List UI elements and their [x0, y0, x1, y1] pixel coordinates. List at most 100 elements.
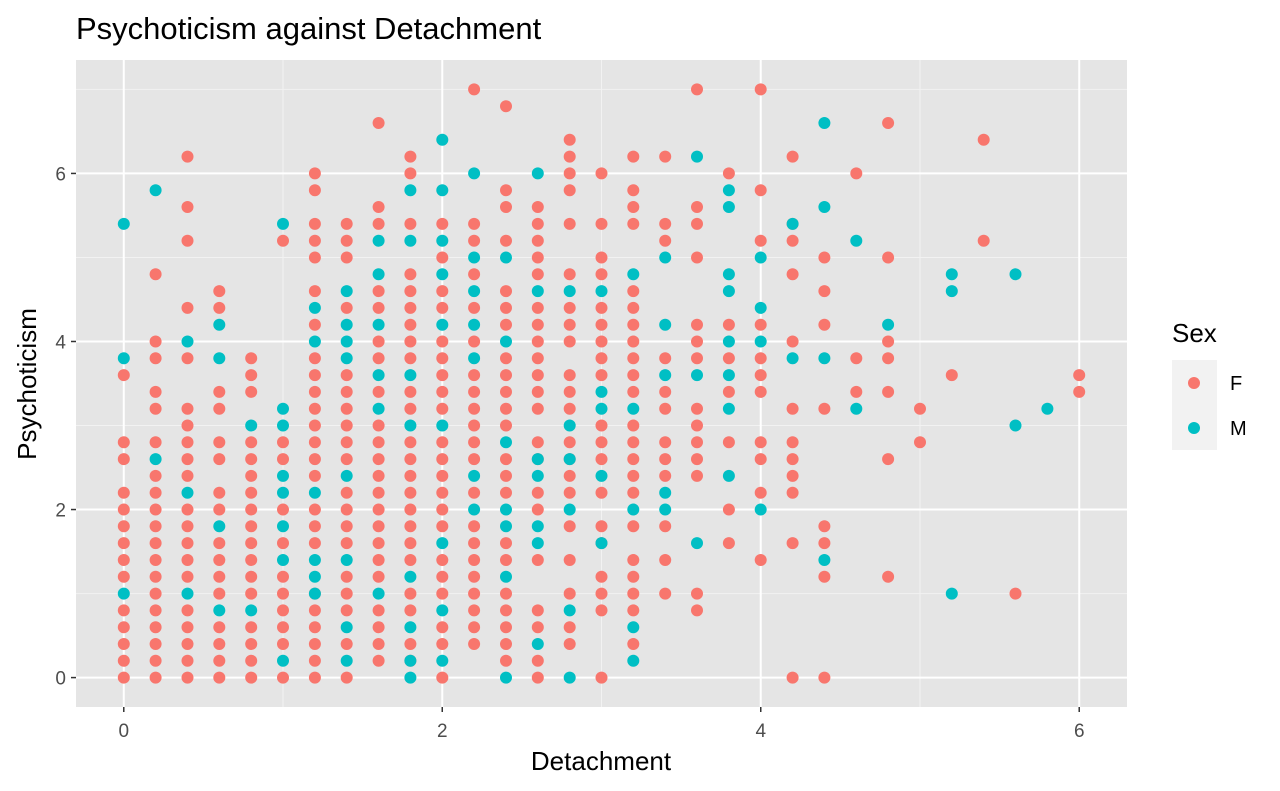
- data-point-f: [627, 285, 640, 298]
- data-point-m: [372, 318, 385, 331]
- data-point-m: [117, 352, 130, 365]
- data-point-f: [340, 520, 353, 533]
- data-point-f: [722, 352, 735, 365]
- data-point-f: [277, 436, 289, 449]
- data-point-f: [117, 570, 130, 583]
- data-point-f: [468, 369, 481, 382]
- data-point-f: [595, 167, 608, 180]
- data-point-f: [149, 503, 162, 516]
- data-point-f: [468, 268, 481, 281]
- data-point-f: [436, 301, 449, 314]
- data-point-m: [436, 419, 449, 432]
- data-point-f: [531, 234, 544, 247]
- data-point-f: [691, 402, 703, 415]
- data-point-f: [308, 251, 321, 264]
- data-point-m: [308, 335, 321, 348]
- data-point-f: [404, 268, 417, 281]
- data-point-f: [404, 150, 417, 163]
- data-point-m: [500, 335, 512, 348]
- data-point-m: [277, 654, 289, 667]
- data-point-f: [468, 234, 481, 247]
- data-point-f: [372, 554, 385, 566]
- data-point-f: [308, 369, 321, 382]
- data-point-f: [786, 268, 799, 281]
- data-point-f: [659, 469, 672, 482]
- data-point-f: [722, 503, 735, 516]
- data-point-f: [404, 335, 417, 348]
- data-point-f: [850, 385, 863, 398]
- data-point-f: [563, 184, 576, 197]
- data-point-f: [213, 436, 226, 449]
- data-point-f: [117, 436, 130, 449]
- data-point-f: [277, 570, 289, 583]
- data-point-f: [340, 486, 353, 499]
- data-point-f: [659, 385, 672, 398]
- data-point-m: [1009, 419, 1022, 432]
- data-point-m: [436, 318, 449, 331]
- data-point-m: [722, 402, 735, 415]
- data-point-m: [563, 419, 576, 432]
- data-point-f: [754, 318, 767, 331]
- data-point-m: [277, 520, 289, 533]
- data-point-f: [627, 335, 640, 348]
- data-point-f: [627, 318, 640, 331]
- data-point-f: [563, 436, 576, 449]
- data-point-f: [245, 537, 258, 550]
- data-point-f: [627, 436, 640, 449]
- data-point-m: [372, 268, 385, 281]
- data-point-f: [436, 251, 449, 264]
- data-point-m: [436, 234, 449, 247]
- data-point-m: [277, 402, 289, 415]
- data-point-m: [500, 520, 512, 533]
- data-point-f: [754, 486, 767, 499]
- data-point-f: [691, 453, 703, 466]
- data-point-m: [404, 621, 417, 634]
- data-point-f: [340, 453, 353, 466]
- data-point-f: [404, 217, 417, 230]
- data-point-m: [595, 469, 608, 482]
- data-point-f: [468, 604, 481, 617]
- x-tick-label: 6: [1074, 721, 1085, 742]
- data-point-f: [213, 537, 226, 550]
- data-point-f: [308, 352, 321, 365]
- data-point-m: [754, 251, 767, 264]
- data-point-m: [595, 402, 608, 415]
- data-point-m: [500, 503, 512, 516]
- data-point-f: [404, 520, 417, 533]
- data-point-f: [372, 352, 385, 365]
- data-point-f: [213, 486, 226, 499]
- data-point-m: [691, 369, 703, 382]
- data-point-f: [181, 654, 194, 667]
- data-point-m: [563, 671, 576, 684]
- series-m: [117, 117, 1054, 684]
- data-point-f: [117, 369, 130, 382]
- data-point-f: [436, 587, 449, 600]
- data-point-f: [404, 167, 417, 180]
- data-point-f: [563, 133, 576, 146]
- data-point-m: [500, 570, 512, 583]
- data-point-f: [818, 285, 831, 298]
- data-point-f: [149, 436, 162, 449]
- data-point-f: [181, 352, 194, 365]
- data-point-f: [754, 352, 767, 365]
- data-point-f: [627, 520, 640, 533]
- data-point-f: [181, 402, 194, 415]
- data-point-f: [149, 638, 162, 650]
- data-point-m: [563, 285, 576, 298]
- data-point-f: [181, 234, 194, 247]
- y-tick-label: 6: [55, 164, 66, 185]
- data-point-f: [882, 570, 895, 583]
- data-point-f: [149, 520, 162, 533]
- data-point-m: [181, 587, 194, 600]
- chart-title: Psychoticism against Detachment: [76, 11, 542, 46]
- data-point-f: [340, 369, 353, 382]
- data-point-f: [181, 621, 194, 634]
- data-point-f: [404, 453, 417, 466]
- data-point-m: [117, 217, 130, 230]
- data-point-f: [627, 184, 640, 197]
- data-point-m: [340, 654, 353, 667]
- data-point-f: [850, 352, 863, 365]
- data-point-f: [977, 133, 990, 146]
- data-point-f: [882, 251, 895, 264]
